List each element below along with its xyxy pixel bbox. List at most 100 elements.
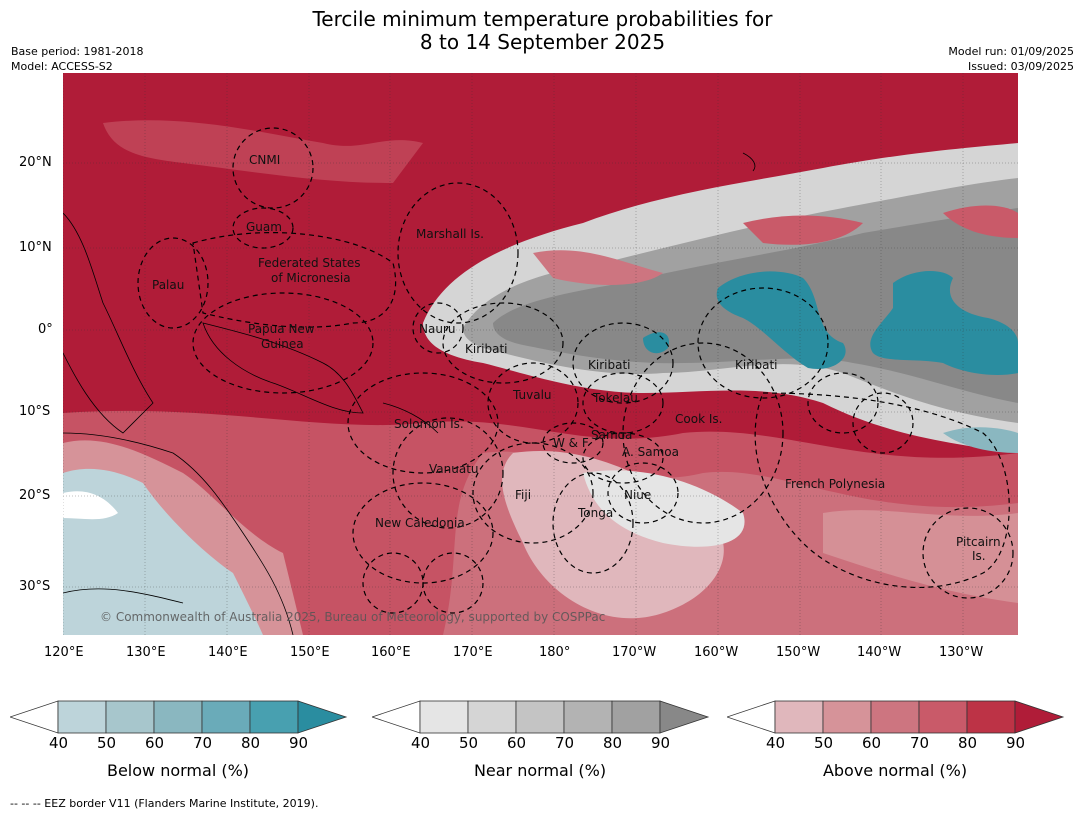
below-normal-patch-3	[643, 332, 669, 354]
colorbar-above-svg	[725, 700, 1065, 734]
eez-guam	[232, 207, 294, 249]
eez-pitcairn	[922, 507, 1014, 599]
label-kiribati-w: Kiribati	[465, 342, 508, 356]
eez-kiribati-w	[442, 302, 564, 384]
eez-niue	[607, 462, 679, 524]
label-niue: Niue	[624, 488, 652, 502]
eez-kiribati-c	[572, 322, 674, 404]
lon-tick-170w: 170°W	[612, 645, 657, 660]
lon-tick-140w: 140°W	[857, 645, 902, 660]
near-normal-fiji-area	[583, 470, 745, 547]
south-australia-coast	[63, 588, 184, 604]
label-cook: Cook Is.	[675, 412, 723, 426]
colorbar-below: 40 50 60 70 80 90 Below normal (%)	[8, 700, 350, 790]
label-nauru: Nauru	[419, 322, 456, 336]
eez-footnote: -- -- -- EEZ border V11 (Flanders Marine…	[10, 797, 319, 810]
copyright-notice: © Commonwealth of Australia 2025, Bureau…	[100, 610, 606, 624]
cb-near-tick-90: 90	[651, 734, 671, 752]
label-guam: Guam	[246, 220, 282, 234]
colorbar-above-70-80	[918, 700, 968, 734]
issued-date: Issued: 03/09/2025	[967, 60, 1074, 73]
new-guinea-coast	[202, 322, 364, 414]
base-period: Base period: 1981-2018	[11, 45, 144, 58]
label-tokelau: Tokelau	[593, 391, 638, 405]
colorbar-above-high-triangle	[1014, 700, 1065, 734]
cb-near-label: Near normal (%)	[473, 761, 607, 780]
label-tonga: Tonga	[578, 506, 614, 520]
eez-cnmi	[232, 127, 314, 209]
label-cnmi: CNMI	[249, 153, 281, 167]
label-fsm-1: Federated States	[258, 256, 361, 270]
colorbar-above: 40 50 60 70 80 90 Above normal (%)	[725, 700, 1067, 790]
eez-samoa	[582, 432, 664, 484]
eez-lord-howe	[362, 552, 424, 614]
red-patch-2	[533, 250, 663, 285]
cb-below-tick-60: 60	[145, 734, 165, 752]
cb-near-tick-40: 40	[411, 734, 431, 752]
lon-tick-140e: 140°E	[208, 645, 248, 660]
eez-palau	[137, 237, 209, 329]
light-red-polynesia	[823, 510, 1018, 603]
eez-cook	[622, 342, 784, 524]
colorbar-below-60-70	[153, 700, 203, 734]
colorbar-near-low-triangle	[370, 700, 421, 734]
eez-french-polynesia	[754, 392, 1010, 589]
colorbar-near-high-triangle	[659, 700, 710, 734]
label-marshall: Marshall Is.	[416, 227, 484, 241]
label-vanuatu: Vanuatu	[429, 462, 479, 476]
eez-kiribati-e	[697, 287, 829, 399]
cb-above-tick-80: 80	[958, 734, 978, 752]
label-pitcairn-2: Is.	[972, 549, 986, 563]
cb-above-label: Above normal (%)	[822, 761, 968, 780]
eez-fiji	[472, 442, 594, 544]
cb-near-tick-50: 50	[459, 734, 479, 752]
colorbar-above-40-50	[774, 700, 824, 734]
label-fsm-2: of Micronesia	[271, 271, 351, 285]
below-normal-patch-4	[943, 427, 1018, 453]
lat-tick-20s: 20°S	[19, 488, 51, 503]
lon-tick-160e: 160°E	[371, 645, 411, 660]
eez-png	[192, 292, 374, 394]
lon-tick-150e: 150°E	[290, 645, 330, 660]
eez-nauru	[412, 302, 464, 354]
cb-near-tick-70: 70	[555, 734, 575, 752]
cb-above-tick-40: 40	[766, 734, 786, 752]
red-patch-1	[743, 215, 863, 245]
cb-above-tick-70: 70	[910, 734, 930, 752]
lon-tick-130e: 130°E	[126, 645, 166, 660]
colorbar-near-70-80	[563, 700, 613, 734]
eez-polynesia-n	[852, 392, 914, 454]
lon-tick-120e: 120°E	[44, 645, 84, 660]
label-png-2: Guinea	[261, 337, 304, 351]
cb-above-tick-90: 90	[1006, 734, 1026, 752]
colorbar-above-80-90	[966, 700, 1016, 734]
above-70-north	[103, 120, 423, 183]
colorbar-near-50-60	[467, 700, 517, 734]
model-name: Model: ACCESS-S2	[11, 60, 113, 73]
title-line-2: 8 to 14 September 2025	[419, 30, 666, 54]
cb-above-tick-60: 60	[862, 734, 882, 752]
colorbar-near-40-50	[419, 700, 469, 734]
label-french-polynesia: French Polynesia	[785, 477, 886, 491]
cb-below-tick-40: 40	[49, 734, 69, 752]
model-run: Model run: 01/09/2025	[948, 45, 1074, 58]
cb-above-tick-50: 50	[814, 734, 834, 752]
solomon-coast	[382, 402, 439, 434]
label-solomon: Solomon Is.	[394, 417, 464, 431]
colorbar-below-svg	[8, 700, 348, 734]
colorbar-below-high-triangle	[297, 700, 348, 734]
colorbar-near-svg	[370, 700, 710, 734]
colorbar-below-80-90	[249, 700, 299, 734]
colorbar-near-80-90	[611, 700, 661, 734]
white-australia-patch	[63, 491, 118, 520]
lon-tick-130w: 130°W	[939, 645, 984, 660]
lon-tick-150w: 150°W	[776, 645, 821, 660]
label-samoa: Samoa	[591, 428, 633, 442]
eez-tuvalu	[487, 362, 579, 444]
eez-borders	[137, 127, 1014, 614]
colorbar-above-low-triangle	[725, 700, 776, 734]
lon-tick-180: 180°	[539, 645, 571, 660]
map-svg	[63, 73, 1018, 635]
label-kiribati-e: Kiribati	[735, 358, 778, 372]
australia-coast	[63, 432, 294, 635]
